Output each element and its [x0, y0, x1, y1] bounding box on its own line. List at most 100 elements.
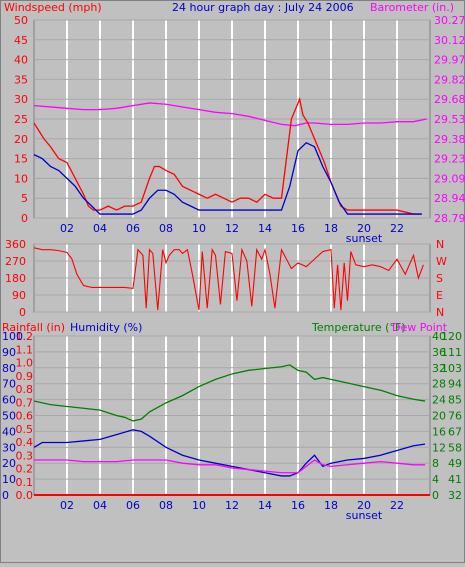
temperature-tick-label: 67 — [448, 425, 462, 438]
humidity-tick-label: 40 — [2, 425, 16, 438]
hour-tick-label: 04 — [93, 499, 107, 512]
hour-tick-label: 18 — [324, 222, 338, 235]
rainfall-axis-label: Rainfall (in) — [2, 321, 65, 334]
dewpoint-scale-tick-label: 0 — [432, 489, 439, 502]
dewpoint-scale-tick-label: 12 — [432, 441, 446, 454]
hour-tick-label: 04 — [93, 222, 107, 235]
temperature-tick-label: 111 — [441, 346, 462, 359]
barometer-tick-label: 29.53 — [434, 113, 465, 126]
temperature-tick-label: 85 — [448, 394, 462, 407]
humidity-axis-label: Humidity (%) — [70, 321, 142, 334]
hour-tick-label: 20 — [357, 499, 371, 512]
barometer-tick-label: 29.38 — [434, 133, 465, 146]
rainfall-tick-label: 1.0 — [16, 357, 34, 370]
hour-tick-label: 06 — [126, 499, 140, 512]
windspeed-tick-label: 45 — [14, 34, 28, 47]
hour-tick-label: 12 — [225, 499, 239, 512]
windspeed-tick-label: 25 — [14, 113, 28, 126]
avg-windspeed-line — [33, 141, 422, 215]
dewpoint-scale-tick-label: 20 — [432, 410, 446, 423]
rainfall-tick-label: 0.5 — [16, 423, 34, 436]
windspeed-tick-label: 50 — [14, 14, 28, 27]
wind-barometer-panel: 0 5 10 15 20 25 30 35 40 45 50 28.79 28.94 29.09 29.23… — [14, 14, 465, 245]
compass-tick-label: N — [436, 306, 444, 319]
hour-tick-label: 16 — [291, 499, 305, 512]
humidity-tick-label: 30 — [2, 441, 16, 454]
hour-tick-label: 18 — [324, 499, 338, 512]
rainfall-tick-label: 0.6 — [16, 410, 34, 423]
barometer-axis-label: Barometer (in.) — [370, 1, 454, 14]
rainfall-tick-label: 0.2 — [16, 463, 34, 476]
temperature-tick-label: 76 — [448, 410, 462, 423]
temperature-tick-label: 58 — [448, 441, 462, 454]
chart-title: 24 hour graph day : July 24 2006 — [172, 1, 354, 14]
dewpoint-scale-tick-label: 4 — [432, 473, 439, 486]
dewpoint-scale-tick-label: 32 — [432, 362, 446, 375]
dewpoint-line — [34, 459, 426, 474]
barometer-tick-label: 29.82 — [434, 73, 465, 86]
direction-tick-label: 90 — [12, 289, 26, 302]
rainfall-tick-label: 0.3 — [16, 449, 34, 462]
compass-tick-label: N — [436, 238, 444, 251]
dewpoint-scale-tick-label: 24 — [432, 394, 446, 407]
hour-tick-label: 08 — [159, 222, 173, 235]
temp-humidity-panel: 0.00.10.20.30.40.50.60.70.80.91.01.11.2 0… — [2, 330, 462, 522]
temperature-line — [33, 364, 426, 422]
windspeed-tick-label: 30 — [14, 93, 28, 106]
rainfall-tick-label: 0.9 — [16, 370, 34, 383]
rainfall-tick-label: 0.0 — [16, 489, 34, 502]
hour-tick-label: 22 — [390, 499, 404, 512]
direction-tick-label: 360 — [5, 238, 26, 251]
windspeed-tick-label: 40 — [14, 54, 28, 67]
rainfall-tick-label: 0.8 — [16, 383, 34, 396]
rainfall-tick-label: 1.2 — [16, 330, 34, 343]
dewpoint-scale-tick-label: 16 — [432, 425, 446, 438]
sunset-label: sunset — [346, 509, 383, 522]
barometer-tick-label: 30.12 — [434, 34, 465, 47]
barometer-tick-label: 28.79 — [434, 212, 465, 225]
hour-tick-label: 16 — [291, 222, 305, 235]
barometer-tick-label: 29.97 — [434, 54, 465, 67]
dewpoint-axis-label: Dew Point — [392, 321, 448, 334]
humidity-tick-label: 20 — [2, 457, 16, 470]
direction-tick-label: 270 — [5, 255, 26, 268]
compass-tick-label: E — [436, 289, 443, 302]
windspeed-tick-label: 0 — [21, 212, 28, 225]
compass-tick-label: S — [436, 272, 443, 285]
hour-tick-label: 14 — [258, 222, 272, 235]
barometer-tick-label: 30.27 — [434, 14, 465, 27]
barometer-tick-label: 28.94 — [434, 192, 465, 205]
wind-direction-line — [33, 247, 424, 311]
barometer-tick-label: 29.09 — [434, 172, 465, 185]
hour-tick-label: 06 — [126, 222, 140, 235]
humidity-tick-label: 80 — [2, 362, 16, 375]
temperature-tick-label: 49 — [448, 457, 462, 470]
direction-tick-label: 180 — [5, 272, 26, 285]
temperature-tick-label: 41 — [448, 473, 462, 486]
barometer-tick-label: 29.23 — [434, 153, 465, 166]
humidity-tick-label: 70 — [2, 378, 16, 391]
hour-tick-label: 10 — [192, 499, 206, 512]
dewpoint-scale-tick-label: 40 — [432, 330, 446, 343]
windspeed-tick-label: 35 — [14, 73, 28, 86]
humidity-tick-label: 10 — [2, 473, 16, 486]
temperature-tick-label: 120 — [441, 330, 462, 343]
hour-tick-label: 02 — [60, 499, 74, 512]
humidity-tick-label: 100 — [2, 330, 23, 343]
humidity-line — [33, 429, 426, 477]
humidity-tick-label: 0 — [2, 489, 9, 502]
hour-tick-label: 08 — [159, 499, 173, 512]
sunset-label: sunset — [346, 232, 383, 245]
rainfall-tick-label: 1.1 — [16, 343, 34, 356]
windspeed-tick-label: 15 — [14, 153, 28, 166]
dewpoint-scale-tick-label: 36 — [432, 346, 446, 359]
hour-tick-label: 14 — [258, 499, 272, 512]
temperature-axis-label: Temperature (°F) — [311, 321, 406, 334]
barometer-tick-label: 29.68 — [434, 93, 465, 106]
windspeed-tick-label: 20 — [14, 133, 28, 146]
compass-tick-label: W — [436, 255, 447, 268]
windspeed-tick-label: 10 — [14, 172, 28, 185]
temperature-tick-label: 94 — [448, 378, 462, 391]
